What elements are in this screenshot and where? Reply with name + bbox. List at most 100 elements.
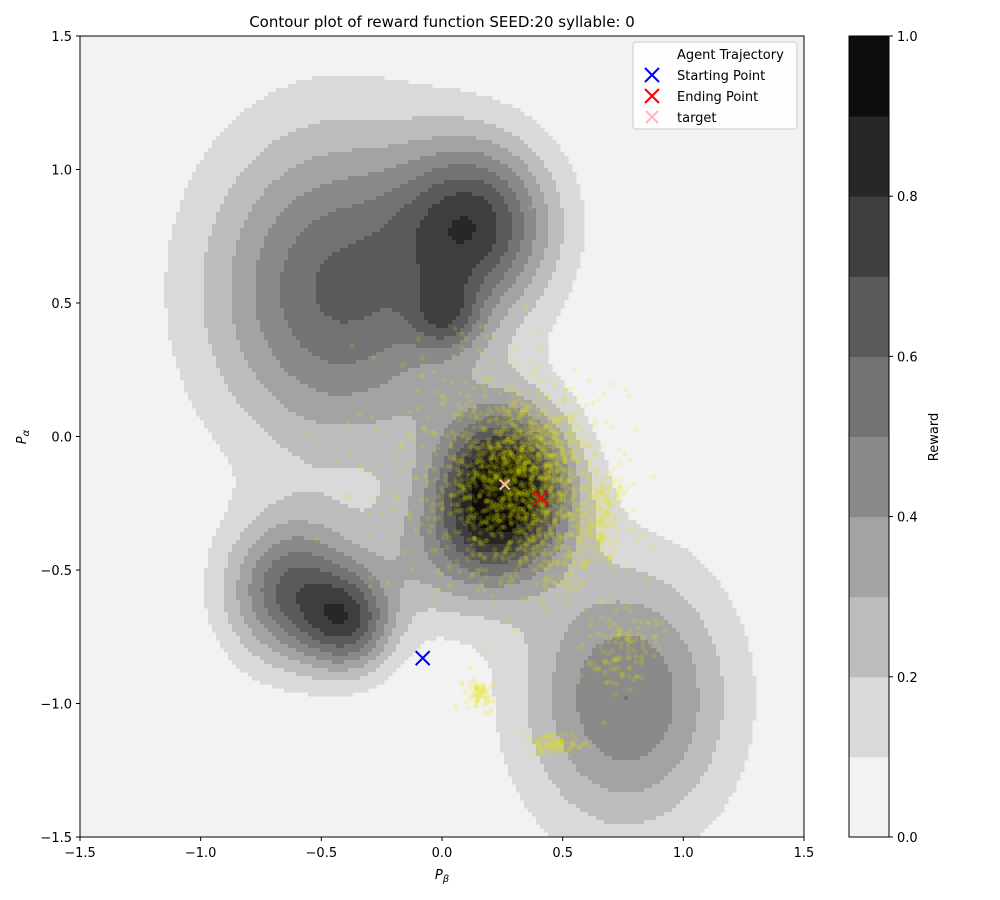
- contour-cell: [524, 248, 529, 253]
- contour-cell: [300, 296, 305, 301]
- contour-cell: [276, 212, 281, 217]
- contour-cell: [256, 112, 261, 117]
- contour-cell: [332, 132, 337, 137]
- contour-cell: [288, 252, 293, 257]
- contour-cell: [428, 208, 433, 213]
- contour-cell: [504, 196, 509, 201]
- contour-cell: [204, 156, 209, 161]
- contour-cell: [228, 232, 233, 237]
- contour-cell: [392, 292, 397, 297]
- contour-cell: [432, 292, 437, 297]
- contour-cell: [416, 244, 421, 249]
- contour-cell: [244, 284, 249, 289]
- contour-cell: [368, 172, 373, 177]
- contour-cell: [312, 292, 317, 297]
- contour-cell: [188, 216, 193, 221]
- contour-cell: [336, 268, 341, 273]
- contour-cell: [392, 288, 397, 293]
- contour-cell: [256, 244, 261, 249]
- contour-cell: [532, 148, 537, 153]
- contour-cell: [508, 244, 513, 249]
- contour-cell: [380, 192, 385, 197]
- contour-cell: [300, 124, 305, 129]
- contour-cell: [324, 296, 329, 301]
- contour-cell: [204, 184, 209, 189]
- contour-cell: [536, 208, 541, 213]
- contour-cell: [472, 276, 477, 281]
- contour-cell: [532, 196, 537, 201]
- contour-cell: [260, 240, 265, 245]
- contour-cell: [512, 140, 517, 145]
- contour-cell: [304, 112, 309, 117]
- contour-cell: [556, 228, 561, 233]
- contour-cell: [516, 272, 521, 277]
- contour-cell: [448, 212, 453, 217]
- contour-cell: [520, 180, 525, 185]
- contour-cell: [276, 260, 281, 265]
- contour-cell: [380, 152, 385, 157]
- contour-cell: [260, 104, 265, 109]
- contour-cell: [436, 248, 441, 253]
- contour-cell: [332, 200, 337, 205]
- contour-cell: [292, 296, 297, 301]
- contour-cell: [384, 132, 389, 137]
- contour-cell: [272, 232, 277, 237]
- contour-cell: [548, 248, 553, 253]
- contour-cell: [492, 236, 497, 241]
- contour-cell: [464, 108, 469, 113]
- contour-cell: [540, 196, 545, 201]
- contour-cell: [296, 244, 301, 249]
- contour-cell: [432, 132, 437, 137]
- contour-cell: [344, 248, 349, 253]
- contour-cell: [248, 296, 253, 301]
- contour-cell: [252, 160, 257, 165]
- contour-cell: [264, 144, 269, 149]
- contour-cell: [212, 272, 217, 277]
- contour-cell: [400, 136, 405, 141]
- contour-cell: [352, 104, 357, 109]
- contour-cell: [260, 296, 265, 301]
- contour-cell: [368, 188, 373, 193]
- contour-cell: [484, 224, 489, 229]
- contour-cell: [456, 260, 461, 265]
- contour-cell: [224, 152, 229, 157]
- contour-cell: [348, 104, 353, 109]
- contour-cell: [580, 228, 585, 233]
- contour-cell: [552, 240, 557, 245]
- contour-cell: [200, 232, 205, 237]
- contour-cell: [376, 104, 381, 109]
- contour-cell: [260, 172, 265, 177]
- contour-cell: [412, 180, 417, 185]
- contour-cell: [444, 160, 449, 165]
- contour-cell: [276, 244, 281, 249]
- contour-cell: [280, 280, 285, 285]
- contour-cell: [380, 248, 385, 253]
- contour-cell: [356, 168, 361, 173]
- contour-cell: [560, 232, 565, 237]
- contour-cell: [476, 276, 481, 281]
- contour-cell: [336, 228, 341, 233]
- contour-cell: [508, 144, 513, 149]
- contour-cell: [340, 208, 345, 213]
- contour-cell: [484, 268, 489, 273]
- contour-cell: [560, 272, 565, 277]
- contour-cell: [424, 192, 429, 197]
- contour-cell: [504, 148, 509, 153]
- contour-cell: [352, 256, 357, 261]
- contour-cell: [424, 136, 429, 141]
- contour-cell: [448, 264, 453, 269]
- contour-cell: [300, 116, 305, 121]
- contour-cell: [440, 208, 445, 213]
- contour-cell: [424, 236, 429, 241]
- contour-cell: [304, 236, 309, 241]
- contour-cell: [280, 176, 285, 181]
- contour-cell: [328, 100, 333, 105]
- contour-cell: [228, 276, 233, 281]
- contour-cell: [396, 264, 401, 269]
- contour-cell: [244, 280, 249, 285]
- contour-cell: [380, 148, 385, 153]
- contour-cell: [164, 296, 169, 301]
- contour-cell: [364, 116, 369, 121]
- contour-cell: [308, 212, 313, 217]
- contour-cell: [244, 196, 249, 201]
